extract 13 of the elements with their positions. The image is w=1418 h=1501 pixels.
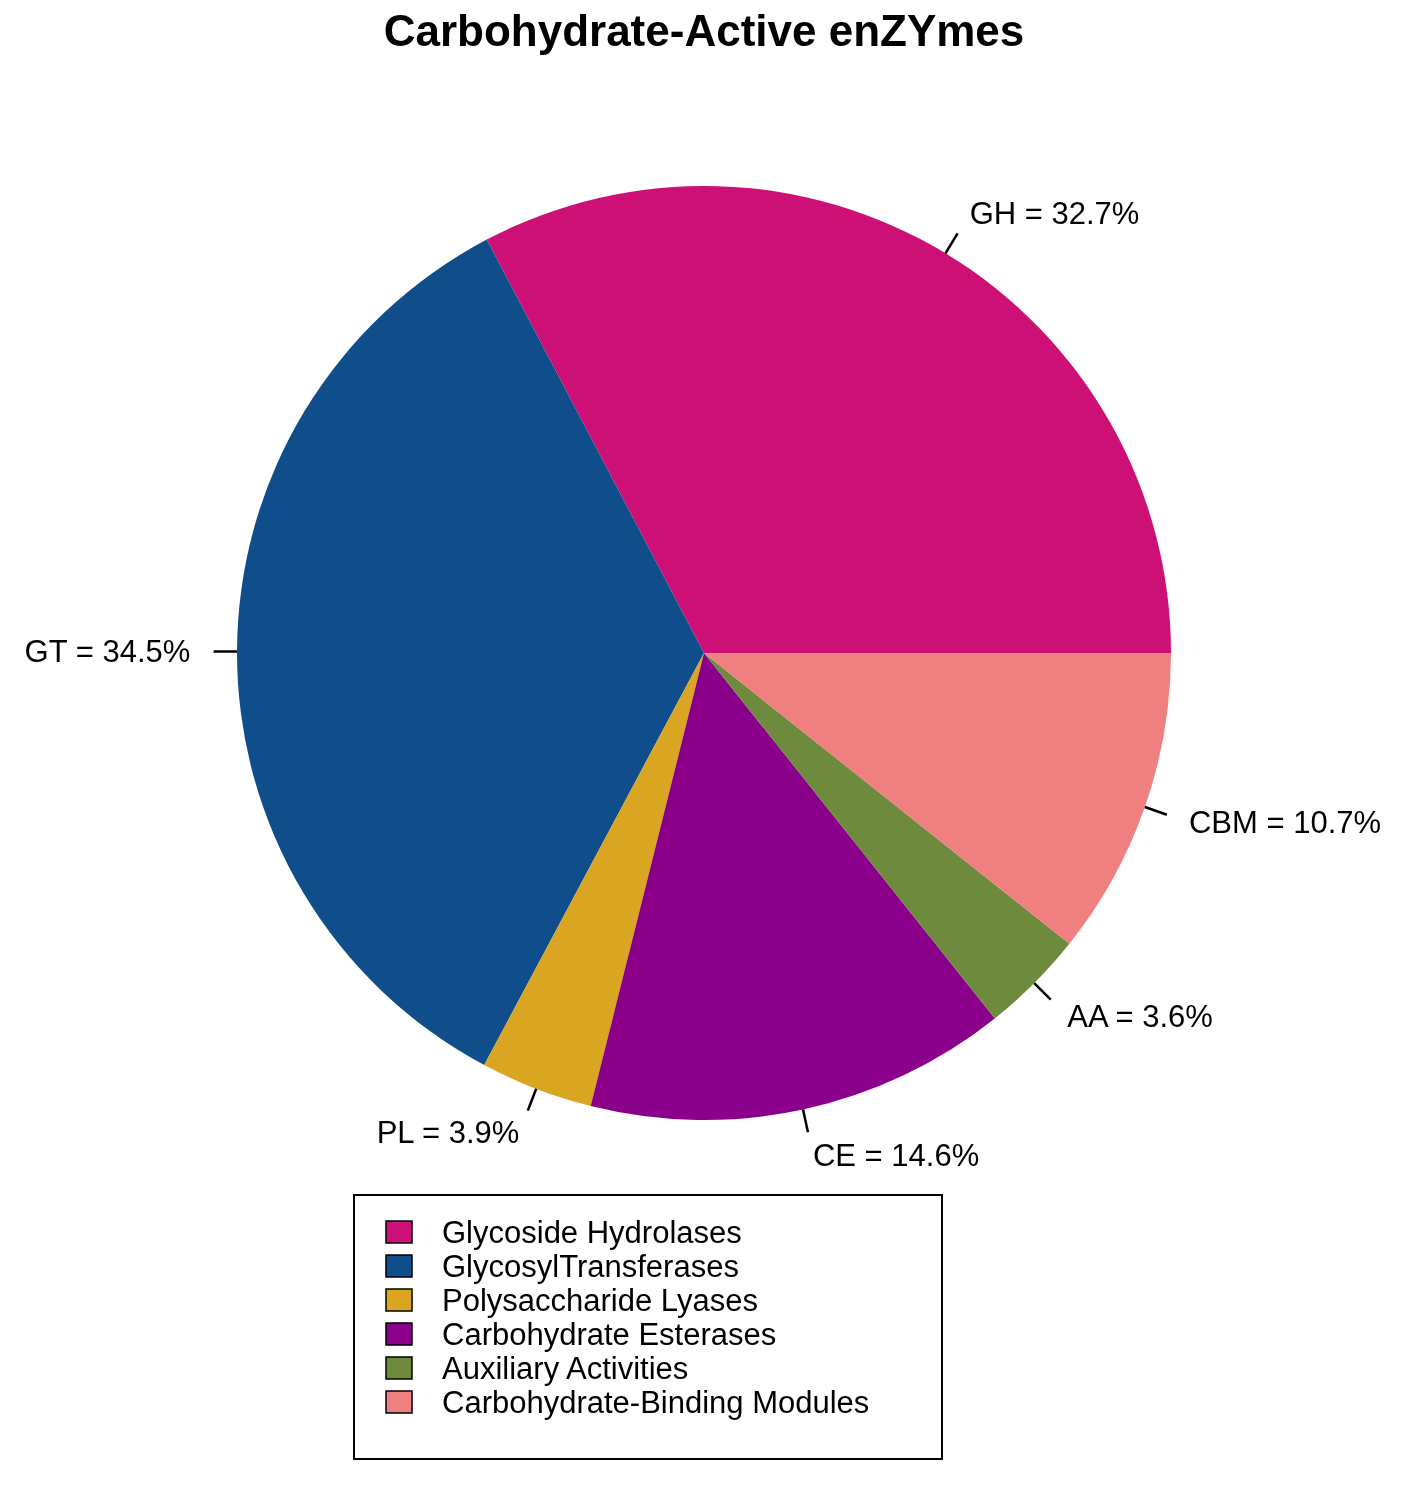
data-label: CE = 14.6% — [812, 1137, 980, 1173]
data-label: CBM = 10.7% — [1188, 805, 1382, 841]
legend-label: Glycoside Hydrolases — [442, 1214, 742, 1250]
data-label: GH = 32.7% — [969, 196, 1140, 232]
pie-slice — [484, 653, 704, 1107]
pie-slice — [486, 186, 1171, 653]
pie-slice — [237, 239, 704, 1066]
pie-slice — [704, 653, 1171, 944]
pie-slice — [590, 653, 995, 1120]
data-label: PL = 3.9% — [376, 1115, 520, 1151]
chart-title: Carbohydrate-Active enZYmes — [383, 6, 1025, 55]
data-label: GT = 34.5% — [24, 634, 191, 670]
data-label: AA = 3.6% — [1067, 999, 1213, 1035]
